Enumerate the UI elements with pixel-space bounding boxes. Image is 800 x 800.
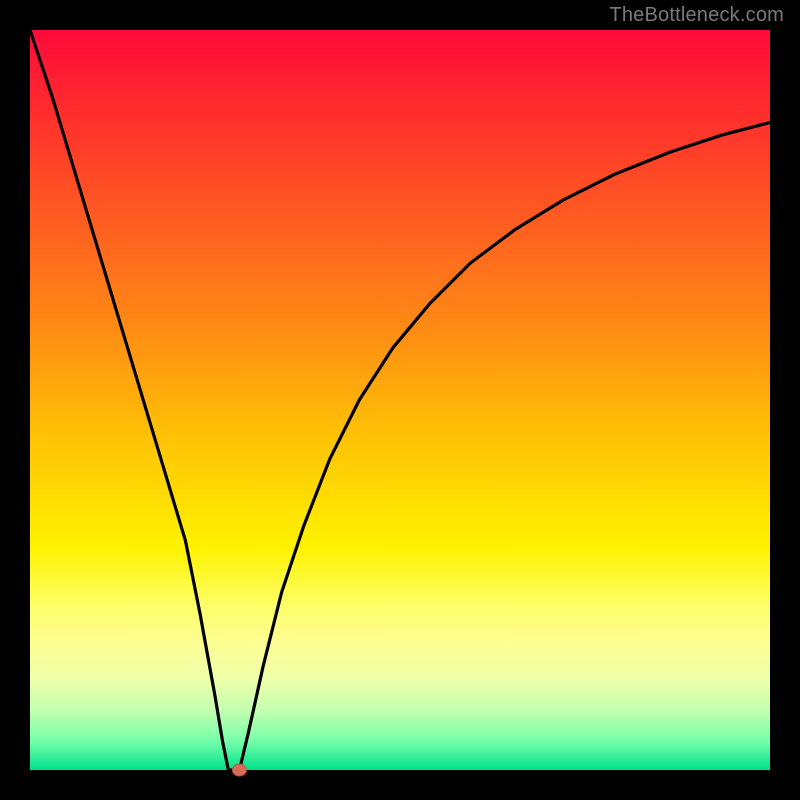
plot-background xyxy=(30,30,770,770)
minimum-marker xyxy=(232,764,246,776)
bottleneck-chart xyxy=(0,0,800,800)
